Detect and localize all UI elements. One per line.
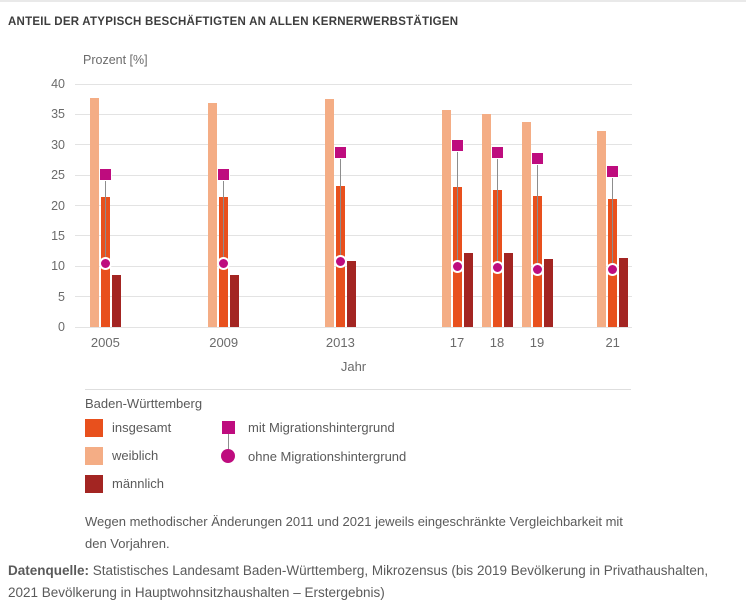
marker-stem [223,174,225,264]
legend-swatch-weiblich [85,447,103,465]
gridline-40 [75,83,632,85]
y-tick-label-30: 30 [51,137,65,152]
marker-stem [536,158,538,270]
marker-square-mit-migrationshintergrund [607,165,619,177]
bar-weiblich [89,97,99,327]
gridline-20 [75,205,632,206]
marker-stem [612,171,614,270]
legend-divider [85,389,631,390]
legend-swatch-insgesamt [85,419,103,437]
bar-weiblich [597,131,607,327]
marker-stem [456,145,458,267]
gridline-15 [75,235,632,237]
marker-circle-ohne-migrationshintergrund [606,263,620,277]
top-divider [0,0,746,2]
marker-circle-ohne-migrationshintergrund [490,260,504,274]
footnote-line1: Wegen methodischer Änderungen 2011 und 2… [85,514,623,529]
bar-weiblich [324,98,334,327]
bar-männlich [346,260,356,327]
marker-stem [104,174,106,264]
source-text-line2: 2021 Bevölkerung in Hauptwohnsitzhaushal… [8,585,385,600]
gridline-35 [75,113,632,115]
bar-männlich [619,258,629,327]
gridline-0 [75,326,632,328]
marker-square-mit-migrationshintergrund [531,153,543,165]
x-tick-label-2013: 2013 [325,335,355,350]
bar-weiblich [521,122,531,327]
bar-männlich [230,275,240,327]
x-tick-label-18: 18 [489,335,505,350]
marker-square-mit-migrationshintergrund [451,139,463,151]
marker-square-mit-migrationshintergrund [491,146,503,158]
footnote-line2: den Vorjahren. [85,536,170,551]
marker-circle-ohne-migrationshintergrund [217,257,231,271]
footnote: Wegen methodischer Änderungen 2011 und 2… [85,511,623,555]
x-tick-label-21: 21 [605,335,620,350]
plot-area: Prozent [%] Jahr 0 5 10 15 20 25 30 35 40 2005 200… [51,53,632,374]
source-prefix: Datenquelle: [8,563,90,578]
y-tick-label-35: 35 [51,107,65,122]
x-tick-label-19: 19 [529,335,545,350]
bar-männlich [543,258,553,327]
legend-circle-marker-icon [221,449,235,463]
chart-title: ANTEIL DER ATYPISCH BESCHÄFTIGTEN AN ALL… [8,16,459,28]
marker-stem [496,152,498,268]
legend-marker-stem [228,434,229,450]
bar-männlich [503,252,513,327]
legend-label-maennlich: männlich [112,476,165,491]
x-tick-label-2009: 2009 [209,335,239,350]
marker-square-mit-migrationshintergrund [218,169,230,181]
marker-square-mit-migrationshintergrund [99,169,111,181]
y-tick-label-10: 10 [51,259,65,274]
x-axis-title: Jahr [340,359,367,374]
gridline-25 [75,174,632,176]
marker-square-mit-migrationshintergrund [334,147,346,159]
legend-label-ohne-migrationshintergrund: ohne Migrationshintergrund [248,449,407,464]
marker-circle-ohne-migrationshintergrund [450,260,464,274]
source-text-line1: Statistisches Landesamt Baden-Württember… [92,563,709,578]
legend-title: Baden-Württemberg [85,396,203,411]
marker-circle-ohne-migrationshintergrund [333,255,347,269]
data-source: Datenquelle: Statistisches Landesamt Bad… [8,560,738,604]
y-tick-label-15: 15 [51,228,65,243]
bar-weiblich [441,110,451,327]
bar-weiblich [208,102,218,327]
marker-circle-ohne-migrationshintergrund [530,262,544,276]
y-tick-label-0: 0 [58,320,65,334]
gridline-30 [75,144,632,146]
bar-männlich [463,252,473,327]
y-tick-label-40: 40 [51,77,65,91]
marker-circle-ohne-migrationshintergrund [98,257,112,271]
y-tick-label-5: 5 [58,289,65,304]
y-tick-label-20: 20 [51,198,65,213]
y-tick-label-25: 25 [51,168,65,183]
y-axis-unit-label: Prozent [%] [83,53,148,67]
x-tick-label-17: 17 [449,335,465,350]
legend-square-marker-icon [222,421,235,434]
bar-männlich [111,274,121,327]
bar-weiblich [481,114,491,327]
legend-label-insgesamt: insgesamt [112,420,172,435]
marker-stem [339,152,341,262]
x-tick-label-2005: 2005 [90,335,120,350]
legend-label-mit-migrationshintergrund: mit Migrationshintergrund [248,420,395,435]
legend-swatch-maennlich [85,475,103,493]
legend-label-weiblich: weiblich [112,448,159,463]
